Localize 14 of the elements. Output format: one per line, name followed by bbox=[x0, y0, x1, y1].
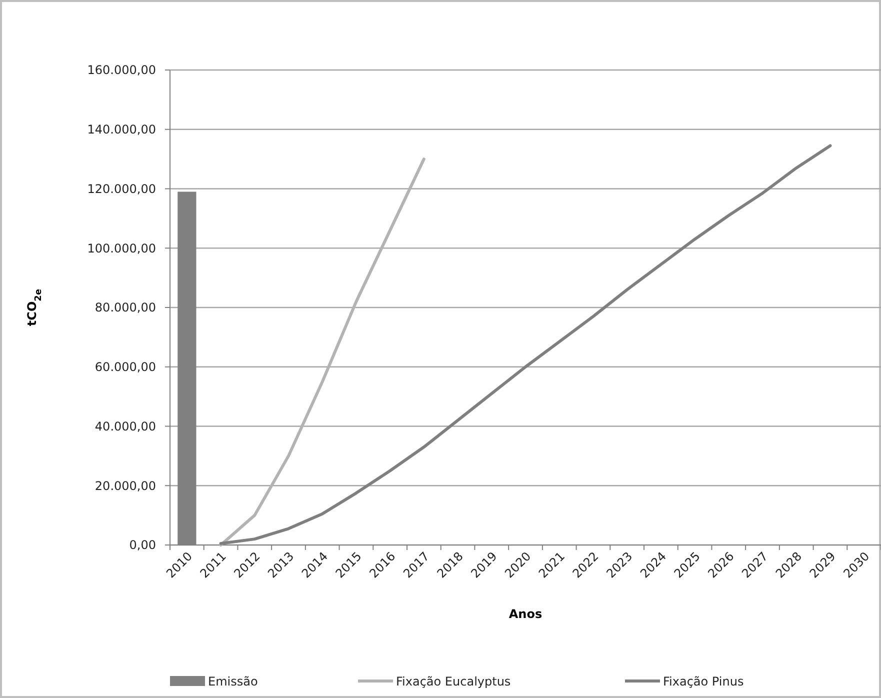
legend-label: Fixação Pinus bbox=[663, 674, 744, 689]
y-tick-label: 0,00 bbox=[129, 538, 156, 552]
y-tick-label: 160.000,00 bbox=[87, 63, 156, 78]
y-tick-label: 40.000,00 bbox=[94, 419, 156, 434]
x-axis-title: Anos bbox=[508, 607, 542, 621]
y-tick-label: 100.000,00 bbox=[87, 241, 156, 256]
legend-label: Emissão bbox=[208, 674, 258, 689]
line-series bbox=[219, 158, 426, 546]
y-tick-label: 20.000,00 bbox=[94, 478, 156, 493]
y-tick-label: 60.000,00 bbox=[94, 360, 156, 374]
legend-label: Fixação Eucalyptus bbox=[396, 674, 511, 689]
y-tick-label: 140.000,00 bbox=[87, 122, 156, 137]
y-tick-label: 80.000,00 bbox=[94, 300, 156, 315]
y-tick-label: 120.000,00 bbox=[87, 182, 156, 196]
